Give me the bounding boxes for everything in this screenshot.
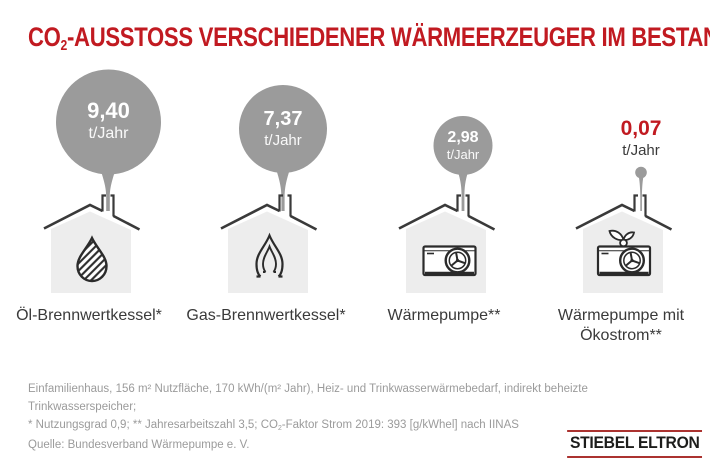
footnotes: Einfamilienhaus, 156 m² Nutzfläche, 170 … [28,380,688,436]
co2-value: 9,40 [87,98,130,123]
co2-unit: t/Jahr [446,147,480,162]
category-label-heat-pump-eco: Wärmepumpe mit Ökostrom** [557,307,685,344]
column-heat-pump: 2,98 t/Jahr Wärmepumpe** [355,0,533,370]
gas-flame-icon [255,232,284,278]
category-label-gas: Gas-Brennwertkessel* [186,307,346,324]
balloon-string [275,167,291,211]
category-label-heat-pump: Wärmepumpe** [387,307,501,324]
balloon [239,85,327,173]
chimney [456,194,470,217]
balloon-value-gas: 7,37 t/Jahr [223,107,343,150]
co2-value: 2,98 [447,129,479,146]
stiebel-eltron-logo: STIEBEL ELTRON [566,430,702,458]
column-gas-boiler: 7,37 t/Jahr Gas-Brennwertkessel* [177,0,355,370]
co2-value: 0,07 [620,117,662,140]
balloon-string [638,176,644,211]
balloon [56,69,161,175]
house-roof [575,203,673,231]
balloon [635,166,647,179]
footnote-line-2: * Nutzungsgrad 0,9; ** Jahresarbeitszahl… [28,419,519,432]
heat-pump-icon [596,245,652,277]
co2-unit: t/Jahr [88,125,129,142]
house [43,194,141,293]
oil-drop-icon [76,235,108,283]
chimney [278,194,292,217]
balloon-string [100,168,116,211]
co2-unit: t/Jahr [264,132,302,149]
chimney [633,194,647,217]
balloon [433,116,493,175]
sprout-icon [608,229,636,248]
page-title: CO2-AUSSTOSS VERSCHIEDENER WÄRMEERZEUGER… [28,22,710,55]
balloon-value-heat-pump-eco: 0,07 t/Jahr [581,117,701,160]
chimney [101,194,115,217]
column-heat-pump-eco-art [575,166,673,293]
house [575,194,673,293]
source-credit: Quelle: Bundesverband Wärmepumpe e. V. [28,439,250,451]
house-roof [220,203,318,231]
balloon-value-heat-pump: 2,98 t/Jahr [403,128,523,163]
column-gas-art [220,85,327,293]
balloon-value-oil: 9,40 t/Jahr [48,98,169,144]
balloon-string [457,170,469,211]
column-oil-art [43,69,161,293]
co2-unit: t/Jahr [622,142,660,159]
heat-pump-icon [422,245,477,277]
house-body [228,211,308,293]
category-label-oil: Öl-Brennwertkessel* [16,307,162,324]
house [220,194,318,293]
co2-value: 7,37 [263,108,303,130]
footnote-line-1: Einfamilienhaus, 156 m² Nutzfläche, 170 … [28,383,588,413]
column-heat-pump-eco: 0,07 t/Jahr Wärmepumpe mit Ökostrom** [532,0,710,370]
column-oil-boiler: 9,40 t/Jahr Öl-Brennwertkessel* [0,0,178,370]
column-heat-pump-art [398,116,496,293]
house-roof [398,203,496,231]
house [398,194,496,293]
house-roof [43,203,141,231]
